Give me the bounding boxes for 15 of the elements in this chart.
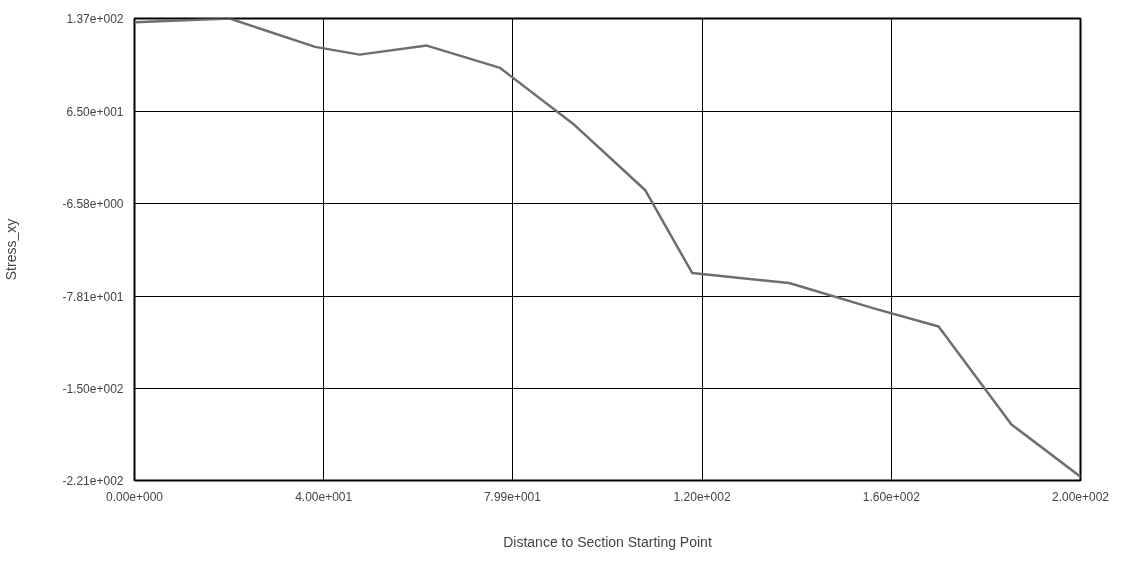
x-tick-label: 7.99e+001 [483, 489, 542, 504]
x-tick-label: 4.00e+001 [295, 489, 353, 504]
y-tick-label: -6.58e+000 [62, 197, 124, 212]
y-tick-label: -2.21e+002 [62, 474, 124, 488]
x-tick-label: 2.00e+002 [1051, 489, 1110, 504]
y-axis-title: Stress_xy [3, 218, 20, 281]
x-tick-label: 1.20e+002 [673, 489, 731, 504]
y-tick-label: 1.37e+002 [66, 12, 124, 26]
x-axis-title: Distance to Section Starting Point [503, 533, 712, 550]
y-tick-label: 6.50e+001 [66, 104, 124, 119]
x-tick-label: 0.00e+000 [105, 489, 164, 504]
y-tick-label: -1.50e+002 [62, 382, 124, 397]
x-tick-label: 1.60e+002 [862, 489, 921, 504]
y-tick-label: -7.81e+001 [62, 289, 124, 304]
line-series [134, 18, 1081, 478]
